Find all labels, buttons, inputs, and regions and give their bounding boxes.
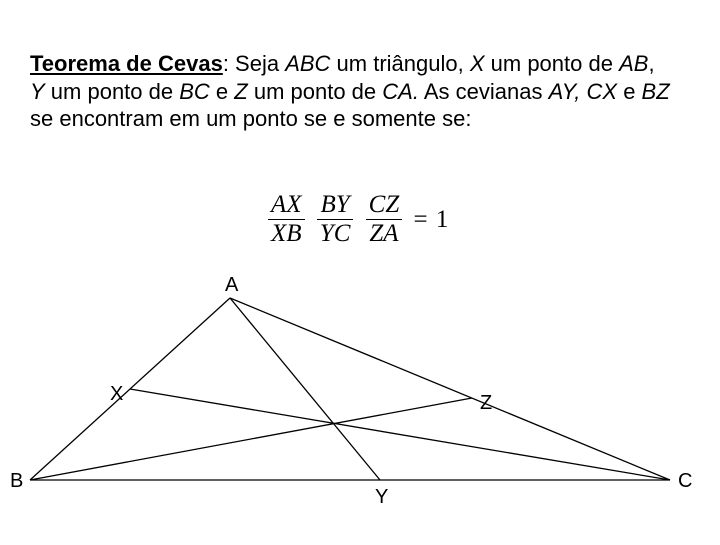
t-p4: X	[470, 51, 485, 76]
t-p19: se encontram em um ponto se e somente se…	[30, 106, 471, 131]
t-p17: e	[617, 79, 641, 104]
edge-C-A	[230, 298, 670, 480]
vertex-label-A: A	[225, 274, 238, 297]
equals-sign: =	[413, 206, 427, 233]
t-p18: BZ	[642, 79, 670, 104]
edge-B-Z	[30, 398, 472, 480]
t-p3: um triângulo,	[330, 51, 469, 76]
t-p10: BC	[179, 79, 210, 104]
frac3-den: ZA	[366, 220, 403, 247]
fraction-1: AX XB	[268, 192, 305, 248]
t-p5: um ponto de	[485, 51, 620, 76]
t-p9: um ponto de	[45, 79, 180, 104]
edge-C-X	[130, 389, 670, 480]
frac1-num: AX	[268, 192, 305, 220]
t-p6: AB	[619, 51, 648, 76]
frac3-num: CZ	[366, 192, 403, 220]
t-p11: e	[210, 79, 234, 104]
edge-A-Y	[230, 298, 380, 480]
t-p15: As cevianas	[419, 79, 549, 104]
equation: AX XB BY YC CZ ZA = 1	[265, 192, 448, 248]
theorem-title: Teorema de Cevas	[30, 51, 223, 76]
fraction-3: CZ ZA	[366, 192, 403, 248]
frac2-num: BY	[317, 192, 354, 220]
t-p2: ABC	[285, 51, 330, 76]
vertex-label-Z: Z	[480, 392, 492, 415]
fraction-2: BY YC	[317, 192, 354, 248]
frac2-den: YC	[317, 220, 354, 247]
t-p16: AY, CX	[549, 79, 617, 104]
t-p7: ,	[648, 51, 654, 76]
theorem-text: Teorema de Cevas: Seja ABC um triângulo,…	[30, 50, 670, 133]
frac1-den: XB	[268, 220, 305, 247]
t-p1: : Seja	[223, 51, 285, 76]
vertex-label-B: B	[10, 470, 23, 493]
vertex-label-Y: Y	[375, 486, 388, 509]
diagram-svg	[0, 280, 720, 540]
ceva-diagram: ABCXYZ	[0, 280, 720, 540]
t-p12: Z	[234, 79, 247, 104]
vertex-label-C: C	[678, 470, 692, 493]
t-p14: CA.	[382, 79, 419, 104]
t-p8: Y	[30, 79, 45, 104]
vertex-label-X: X	[110, 383, 123, 406]
t-p13: um ponto de	[248, 79, 383, 104]
rhs-value: 1	[436, 206, 449, 233]
